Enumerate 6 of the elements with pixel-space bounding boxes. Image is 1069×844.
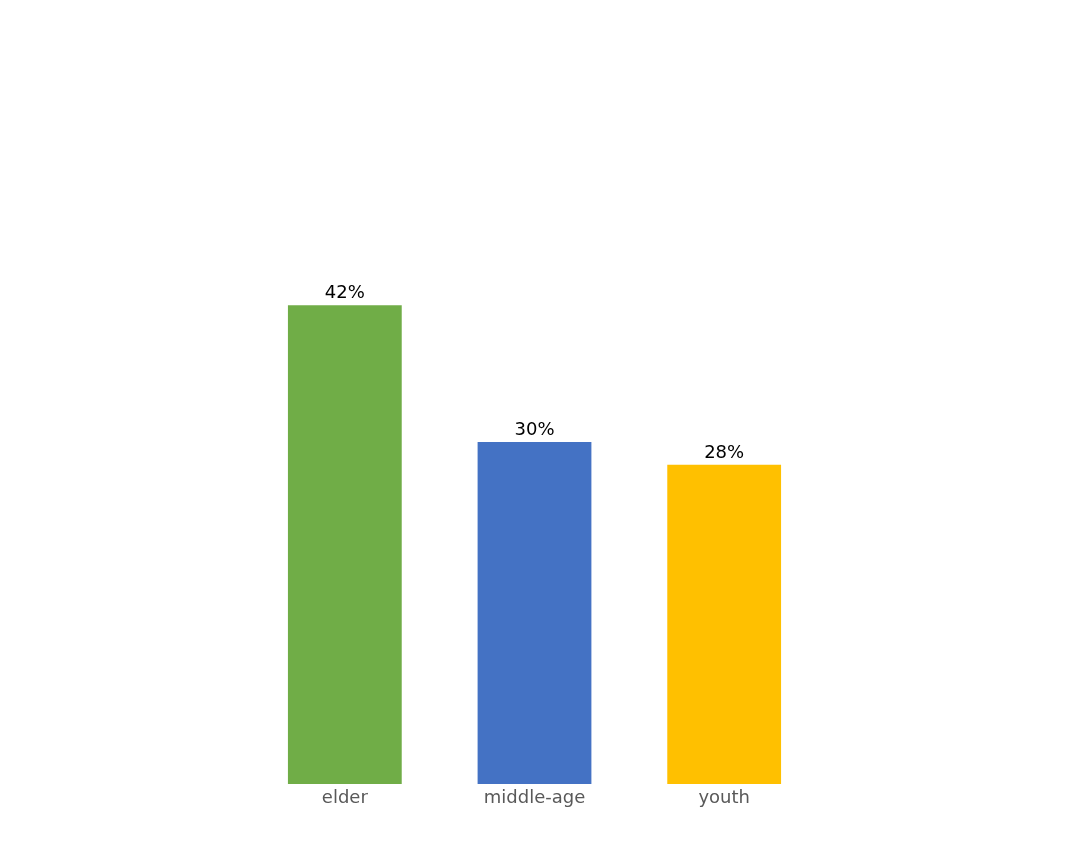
data-label: 42% [324,281,365,303]
x-tick-label: elder [321,786,369,807]
x-tick-label: youth [698,786,750,807]
data-label: 30% [514,418,555,439]
data-label: 28% [704,440,745,462]
x-tick-label: middle-age [483,786,586,807]
